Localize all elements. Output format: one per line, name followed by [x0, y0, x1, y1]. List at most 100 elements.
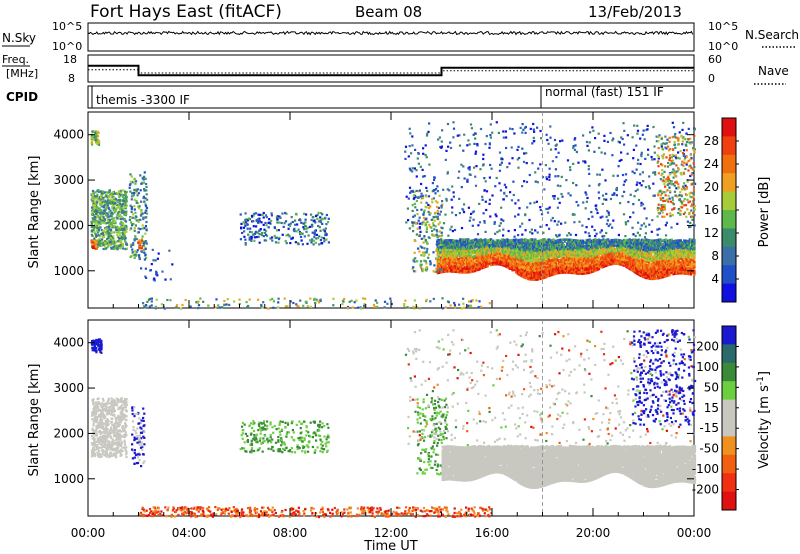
power-cell — [137, 231, 140, 234]
power-cell — [637, 265, 640, 269]
power-cell — [93, 200, 96, 203]
power-cell — [115, 228, 118, 231]
power-cell — [544, 239, 547, 243]
power-cell — [448, 262, 452, 266]
power-cell — [551, 244, 554, 247]
power-cell — [683, 257, 686, 261]
power-cell — [123, 233, 126, 236]
power-cell — [448, 240, 452, 244]
power-cell — [467, 254, 470, 258]
power-cell — [666, 241, 669, 245]
power-cell — [115, 230, 118, 233]
power-cell — [564, 263, 568, 267]
power-cell — [112, 204, 115, 208]
power-cell — [448, 251, 452, 255]
power-cell — [670, 264, 673, 267]
power-cell — [130, 175, 133, 178]
power-cell — [93, 216, 96, 219]
power-cell — [93, 204, 96, 207]
power-cell — [96, 215, 99, 218]
power-cell — [139, 218, 142, 221]
power-cell — [121, 231, 124, 235]
power-cell — [117, 240, 120, 243]
power-cell — [243, 230, 246, 233]
power-cell — [250, 231, 254, 234]
power-cell — [313, 233, 316, 236]
power-cell — [288, 235, 291, 238]
power-cell — [581, 245, 585, 248]
cpid-panel — [87, 85, 695, 109]
power-cell — [471, 259, 475, 262]
power-cell — [562, 254, 565, 258]
power-cell — [461, 260, 464, 263]
power-cell — [132, 180, 135, 183]
power-cell — [145, 193, 148, 196]
power-cell — [95, 131, 98, 134]
power-cell — [461, 261, 464, 265]
power-cell — [98, 228, 101, 231]
power-cell — [311, 216, 314, 219]
power-cell — [109, 198, 112, 201]
power-cell — [97, 190, 101, 193]
power-cell — [110, 215, 113, 218]
power-cell — [313, 236, 316, 239]
power-cell — [320, 242, 323, 245]
nave-series — [88, 69, 694, 74]
power-cell — [93, 206, 96, 209]
power-cell — [311, 231, 314, 234]
power-cell — [94, 141, 98, 144]
power-cell — [92, 130, 95, 133]
power-cell — [124, 240, 127, 243]
power-cell — [265, 233, 268, 236]
power-cell — [125, 191, 128, 194]
power-cell — [110, 192, 113, 195]
power-cell — [446, 266, 450, 269]
power-cell — [263, 228, 266, 231]
power-cell — [644, 261, 647, 265]
power-cell — [546, 242, 550, 245]
power-cell — [466, 265, 469, 269]
power-cell — [473, 260, 477, 263]
power-cell — [106, 240, 109, 243]
power-cell — [122, 235, 125, 238]
power-cell — [116, 199, 119, 202]
power-cell — [647, 260, 651, 264]
power-cell — [558, 251, 561, 255]
power-cell — [102, 243, 105, 246]
power-cell — [92, 203, 95, 207]
power-cell — [111, 202, 114, 205]
power-cell — [134, 211, 137, 214]
power-cell — [498, 252, 502, 255]
power-cell — [93, 237, 96, 241]
power-cell — [144, 225, 147, 228]
power-cell — [140, 247, 144, 250]
power-cell — [536, 256, 539, 259]
power-cell — [124, 193, 127, 196]
power-cell — [111, 199, 114, 202]
power-cell — [510, 239, 513, 242]
power-cell — [112, 219, 115, 223]
power-cell — [486, 250, 489, 253]
power-cell — [680, 272, 684, 275]
power-cell — [652, 263, 655, 266]
power-cell — [689, 238, 693, 241]
power-cell — [135, 219, 138, 222]
power-cell — [608, 261, 611, 264]
power-cell — [693, 273, 696, 276]
power-cell — [133, 198, 136, 201]
power-cell — [120, 215, 123, 219]
power-cell — [124, 214, 127, 217]
power-cell — [475, 238, 478, 241]
power-cell — [279, 216, 282, 219]
power-cell — [109, 237, 112, 240]
power-cell — [252, 225, 255, 228]
power-cell — [117, 190, 120, 193]
power-cell — [131, 243, 134, 246]
power-cell — [448, 264, 452, 268]
power-cell — [97, 225, 100, 228]
power-cell — [612, 246, 615, 249]
power-cell — [441, 247, 444, 250]
power-cell — [525, 276, 528, 280]
power-cell — [131, 251, 134, 254]
power-cell — [489, 263, 493, 267]
